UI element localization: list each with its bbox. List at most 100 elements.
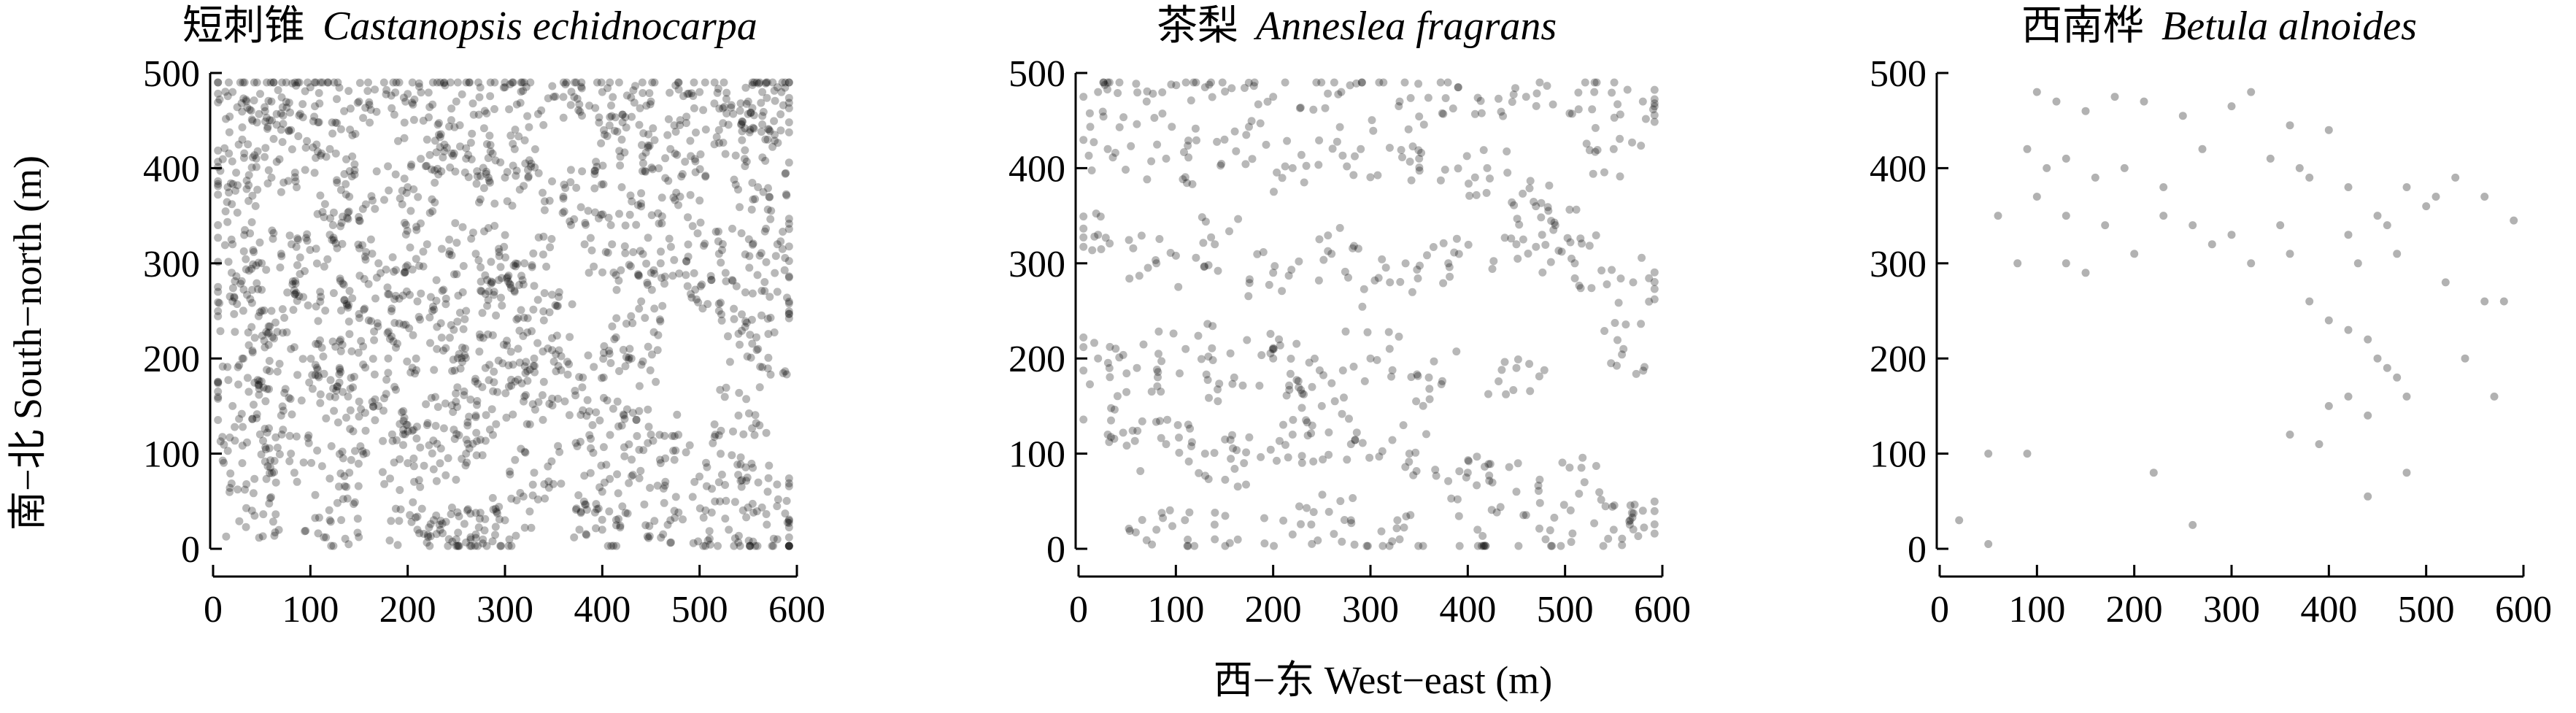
scatter-point: [1436, 176, 1445, 185]
scatter-point: [531, 145, 539, 153]
scatter-point: [701, 239, 709, 248]
scatter-point: [1530, 198, 1538, 206]
scatter-point: [301, 234, 310, 242]
scatter-point: [1221, 88, 1230, 96]
scatter-point: [1125, 524, 1133, 533]
scatter-point: [484, 174, 493, 182]
scatter-point: [258, 331, 266, 340]
scatter-point: [1650, 295, 1659, 304]
scatter-point: [705, 527, 714, 536]
scatter-point: [280, 388, 289, 397]
scatter-point: [720, 393, 729, 401]
scatter-point: [234, 140, 243, 149]
scatter-point: [740, 155, 749, 163]
scatter-point: [1374, 274, 1383, 282]
scatter-point: [350, 372, 358, 381]
scatter-point: [1152, 525, 1161, 534]
scatter-point: [757, 311, 766, 320]
scatter-point: [763, 93, 771, 102]
scatter-point: [1278, 287, 1287, 296]
scatter-point: [410, 95, 419, 104]
scatter-point: [1613, 361, 1621, 370]
scatter-point: [641, 166, 649, 175]
scatter-point: [706, 271, 715, 280]
scatter-point: [450, 149, 458, 158]
scatter-point: [559, 93, 568, 101]
scatter-point: [525, 507, 534, 516]
scatter-point: [277, 188, 285, 196]
scatter-point: [736, 107, 744, 115]
scatter-point: [487, 280, 495, 288]
scatter-point: [453, 354, 462, 363]
scatter-point: [567, 88, 576, 96]
scatter-point: [322, 414, 331, 423]
y-axis-title: 南−北 South−north (m): [6, 155, 50, 531]
scatter-point: [480, 107, 489, 115]
scatter-point: [395, 319, 404, 328]
scatter-point: [766, 293, 774, 301]
scatter-point: [534, 398, 543, 406]
scatter-point: [1365, 453, 1374, 462]
scatter-point: [311, 514, 320, 523]
scatter-point: [235, 517, 244, 525]
scatter-point: [278, 305, 287, 314]
scatter-point: [548, 334, 556, 342]
scatter-point: [702, 482, 711, 490]
scatter-point: [642, 259, 651, 268]
scatter-point: [1415, 154, 1424, 163]
scatter-point: [436, 78, 444, 87]
scatter-point: [305, 378, 314, 387]
scatter-point: [784, 516, 793, 525]
scatter-point: [1335, 223, 1344, 232]
scatter-point: [599, 355, 608, 363]
scatter-point: [1388, 537, 1397, 546]
scatter-point: [585, 101, 593, 110]
scatter-point: [621, 221, 630, 230]
scatter-point: [618, 110, 627, 119]
scatter-point: [615, 367, 623, 375]
scatter-point: [745, 542, 754, 550]
scatter-point: [1413, 266, 1422, 274]
scatter-point: [693, 229, 702, 238]
scatter-point: [1225, 227, 1233, 236]
scatter-point: [609, 404, 617, 413]
scatter-point: [635, 474, 644, 482]
scatter-point: [1186, 424, 1195, 433]
scatter-point: [1408, 142, 1417, 151]
scatter-point: [1202, 370, 1211, 379]
scatter-point: [233, 300, 242, 309]
scatter-point: [621, 362, 630, 371]
scatter-point: [270, 531, 279, 540]
scatter-point: [781, 509, 790, 518]
scatter-point: [1446, 272, 1454, 281]
scatter-point: [525, 123, 533, 131]
scatter-point: [231, 186, 240, 195]
scatter-point: [413, 423, 421, 431]
scatter-point: [1546, 526, 1554, 535]
scatter-point: [1297, 404, 1306, 412]
scatter-point: [661, 154, 670, 163]
scatter-point: [764, 330, 773, 339]
scatter-point: [698, 304, 707, 313]
scatter-point: [359, 342, 368, 351]
scatter-point: [1436, 78, 1445, 87]
scatter-point: [768, 542, 776, 550]
scatter-point: [2373, 354, 2382, 363]
scatter-point: [582, 531, 591, 539]
scatter-point: [752, 507, 761, 516]
scatter-point: [488, 537, 497, 546]
scatter-point: [2178, 112, 2187, 120]
scatter-point: [595, 483, 604, 492]
scatter-point: [440, 140, 449, 149]
scatter-point: [475, 198, 483, 207]
scatter-point: [753, 271, 762, 280]
scatter-point: [1465, 180, 1473, 188]
scatter-point: [315, 99, 324, 108]
scatter-point: [2247, 259, 2256, 268]
scatter-point: [1590, 88, 1599, 96]
scatter-point: [741, 146, 749, 155]
scatter-point: [287, 126, 296, 134]
scatter-point: [598, 515, 606, 524]
scatter-point: [667, 538, 675, 547]
scatter-point: [249, 260, 258, 269]
